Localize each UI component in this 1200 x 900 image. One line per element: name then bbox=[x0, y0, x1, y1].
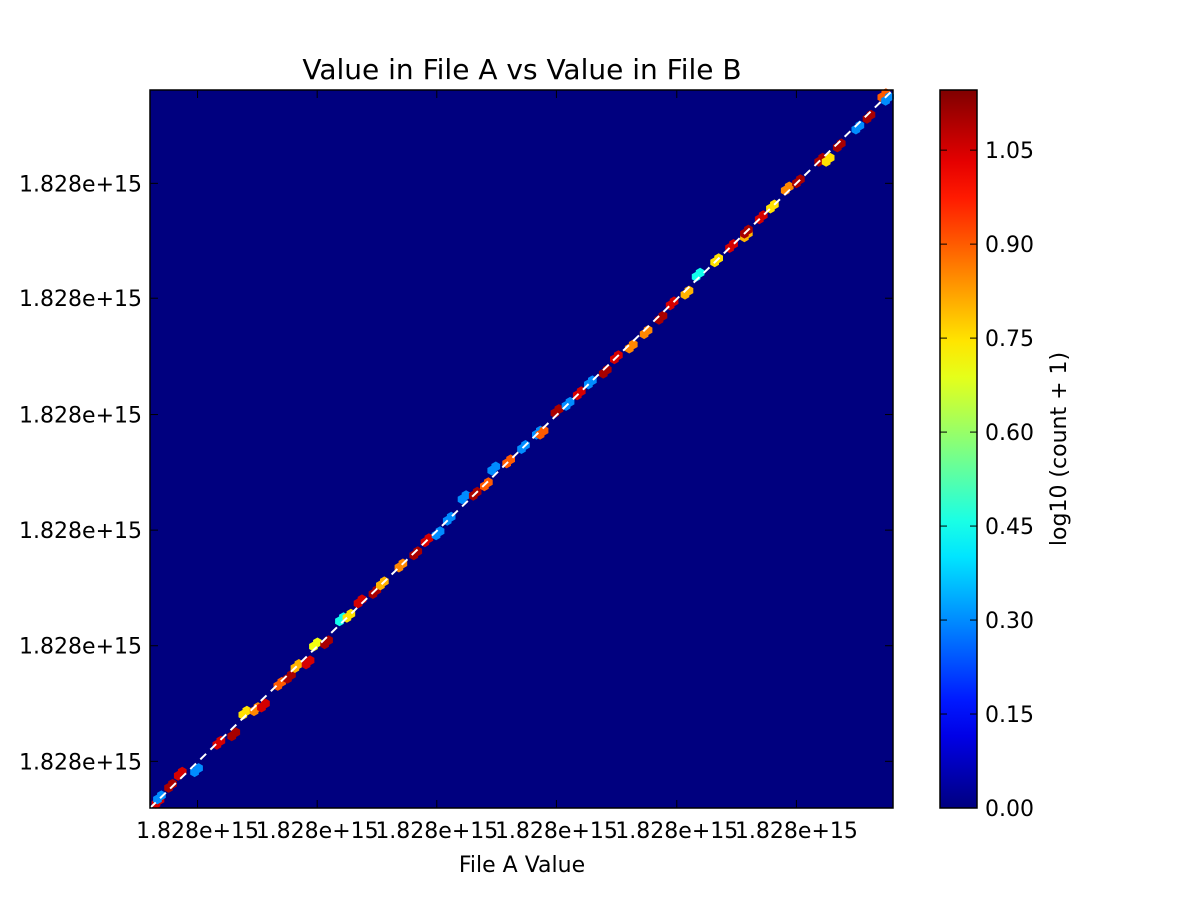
hexbin-cell bbox=[628, 339, 638, 350]
colorbar-tick-label: 0.45 bbox=[985, 515, 1034, 540]
y-tick-label: 1.828e+15 bbox=[19, 519, 142, 544]
colorbar-gradient bbox=[939, 89, 978, 809]
plot-frame bbox=[149, 89, 894, 809]
hexbin-cell bbox=[231, 727, 241, 738]
colorbar: 0.00 0.15 0.30 0.45 0.60 0.75 0.90 1.05 bbox=[939, 89, 1034, 822]
colorbar-tick-label: 0.15 bbox=[985, 703, 1034, 728]
hexbin-cell bbox=[261, 698, 270, 709]
hexbin-cell bbox=[695, 267, 705, 278]
colorbar-tick-label: 0.30 bbox=[985, 609, 1034, 634]
colorbar-tick-label: 0.00 bbox=[985, 797, 1034, 822]
x-tick-label: 1.828e+15 bbox=[495, 819, 618, 844]
hexbin-cell bbox=[825, 152, 835, 163]
hexbin-cell bbox=[554, 404, 564, 415]
x-tick-label: 1.828e+15 bbox=[375, 819, 498, 844]
colorbar-tick-label: 0.90 bbox=[985, 233, 1034, 258]
x-axis: 1.828e+151.828e+151.828e+151.828e+151.82… bbox=[136, 90, 858, 844]
hexbin-cell bbox=[413, 546, 423, 557]
hexbin-cell bbox=[287, 669, 296, 680]
hexbin-cell bbox=[168, 778, 177, 789]
chart-title: Value in File A vs Value in File B bbox=[302, 53, 741, 86]
y-tick-label: 1.828e+15 bbox=[19, 750, 142, 775]
x-tick-label: 1.828e+15 bbox=[256, 819, 379, 844]
reference-line bbox=[149, 89, 894, 809]
hexbin-cell bbox=[242, 705, 252, 716]
hexbin-cell bbox=[784, 181, 794, 192]
hexbin-cell bbox=[435, 526, 445, 537]
hexbin-cell bbox=[491, 461, 501, 472]
hexbin-cell bbox=[157, 790, 166, 801]
y-tick-label: 1.828e+15 bbox=[19, 172, 142, 197]
hexbin-cell bbox=[539, 425, 549, 436]
colorbar-tick-label: 1.05 bbox=[985, 139, 1034, 164]
y-tick-label: 1.828e+15 bbox=[19, 635, 142, 660]
hexbin-cell bbox=[658, 310, 668, 321]
x-tick-label: 1.828e+15 bbox=[735, 819, 858, 844]
x-axis-label: File A Value bbox=[459, 853, 585, 878]
x-tick-label: 1.828e+15 bbox=[615, 819, 738, 844]
y-tick-label: 1.828e+15 bbox=[19, 404, 142, 429]
x-tick-label: 1.828e+15 bbox=[136, 819, 259, 844]
colorbar-tick-label: 0.60 bbox=[985, 421, 1034, 446]
hexbin-cell bbox=[305, 655, 315, 666]
plot-area bbox=[149, 88, 894, 809]
y-tick-label: 1.828e+15 bbox=[19, 287, 142, 312]
colorbar-tick-label: 0.75 bbox=[985, 327, 1034, 352]
hexbin-cell bbox=[313, 637, 322, 648]
y-axis: 1.828e+15 1.828e+15 1.828e+15 1.828e+15 1.82… bbox=[19, 172, 893, 775]
colorbar-label: log10 (count + 1) bbox=[1047, 352, 1072, 546]
hexbin-cell bbox=[461, 490, 471, 501]
hexbin-cell bbox=[194, 763, 203, 774]
